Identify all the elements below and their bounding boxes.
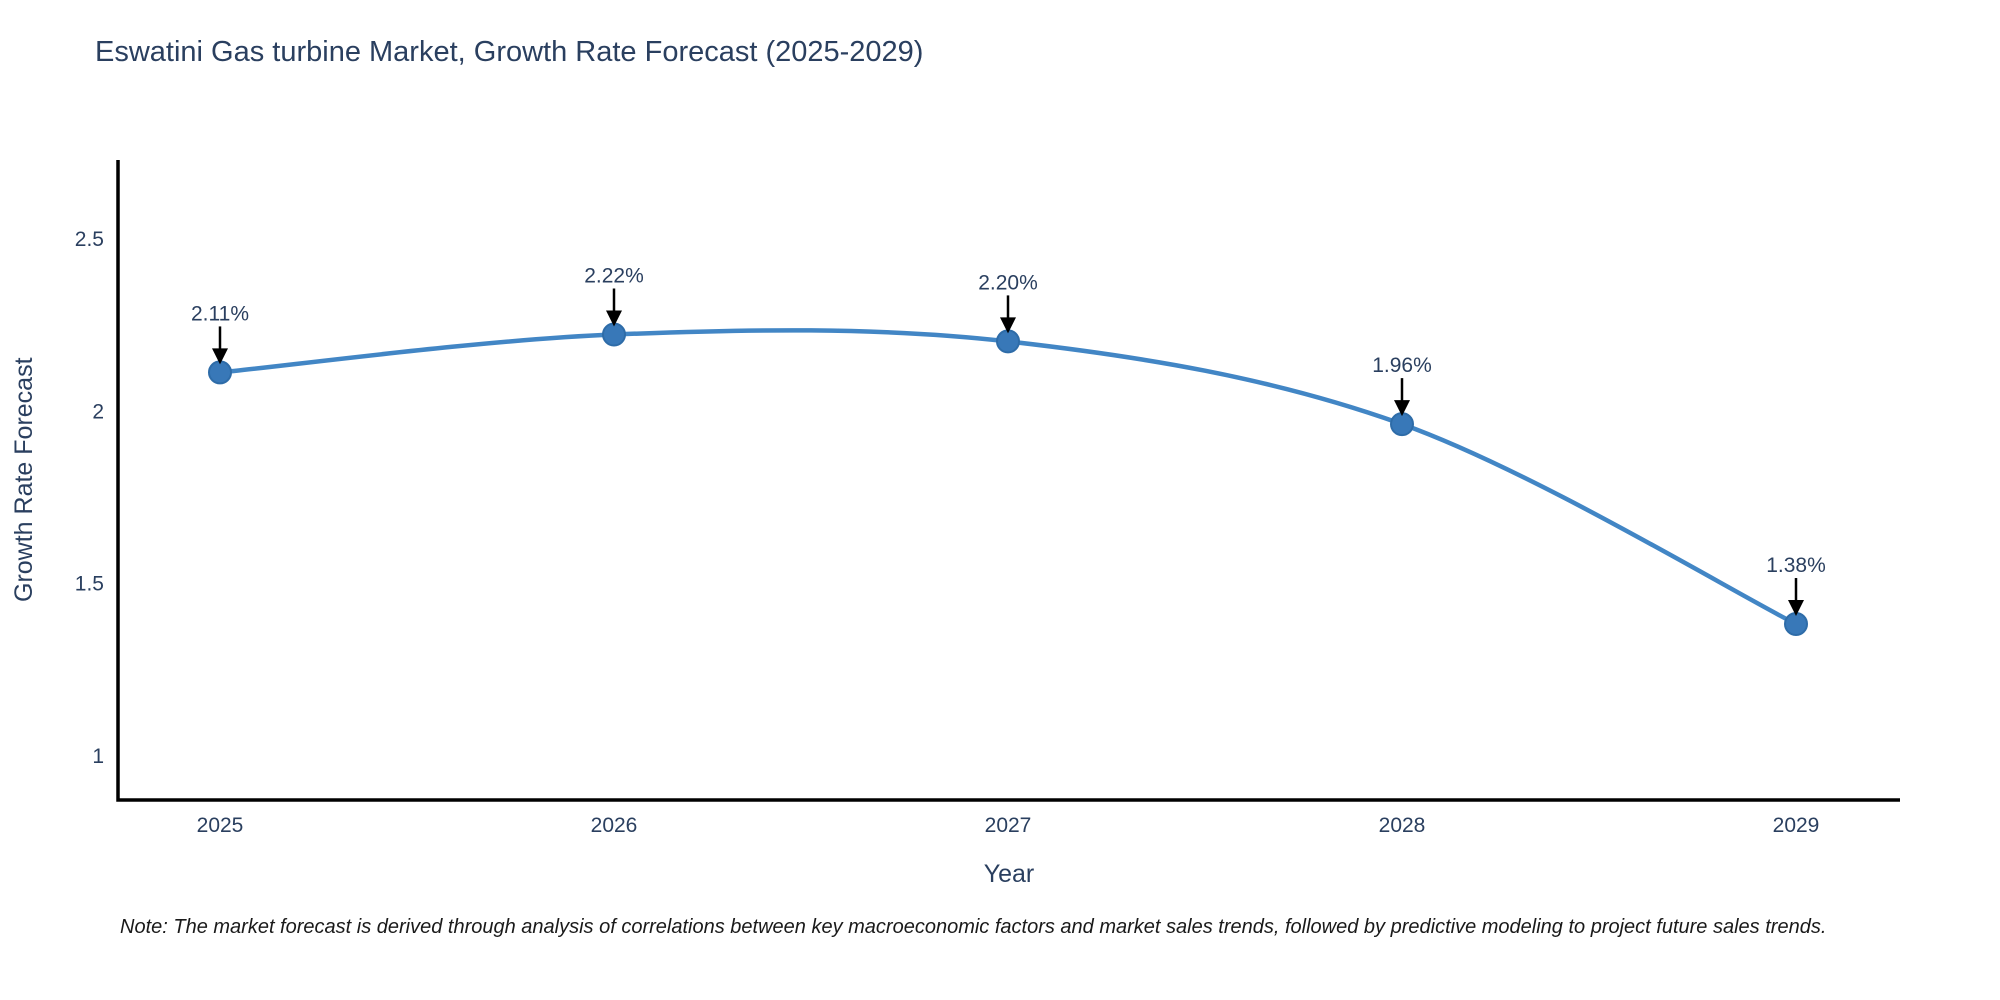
- annotation-arrowhead-icon: [1000, 317, 1016, 334]
- data-point-label: 2.22%: [584, 265, 644, 288]
- data-point[interactable]: [1784, 612, 1808, 637]
- data-point[interactable]: [996, 329, 1020, 354]
- footnote: Note: The market forecast is derived thr…: [120, 916, 1827, 938]
- y-axis-title: Growth Rate Forecast: [10, 357, 38, 603]
- x-axis-title: Year: [983, 860, 1035, 888]
- data-point-label: 2.20%: [978, 271, 1038, 294]
- annotation-arrowhead-icon: [1788, 600, 1804, 617]
- x-tick-label: 2027: [985, 814, 1032, 837]
- annotation-arrowhead-icon: [1394, 400, 1410, 417]
- y-tick-label: 2: [92, 400, 104, 423]
- x-tick-label: 2029: [1773, 814, 1820, 837]
- axis-lines: [116, 160, 1900, 802]
- data-point[interactable]: [1390, 412, 1414, 437]
- data-point-label: 2.11%: [191, 302, 249, 325]
- x-tick-label: 2028: [1379, 814, 1426, 837]
- annotation-arrowhead-icon: [606, 310, 622, 327]
- data-point-label: 1.38%: [1766, 554, 1826, 577]
- y-tick-label: 1: [92, 745, 104, 768]
- x-tick-label: 2026: [591, 814, 638, 837]
- y-tick-label: 2.5: [75, 228, 104, 251]
- trend-line: [219, 328, 1798, 627]
- data-point[interactable]: [602, 322, 626, 347]
- data-point[interactable]: [208, 360, 232, 385]
- data-point-label: 1.96%: [1372, 354, 1432, 377]
- x-tick-label: 2025: [197, 814, 244, 837]
- chart-title: Eswatini Gas turbine Market, Growth Rate…: [95, 36, 924, 68]
- y-tick-label: 1.5: [75, 573, 104, 596]
- annotation-arrowhead-icon: [212, 348, 228, 365]
